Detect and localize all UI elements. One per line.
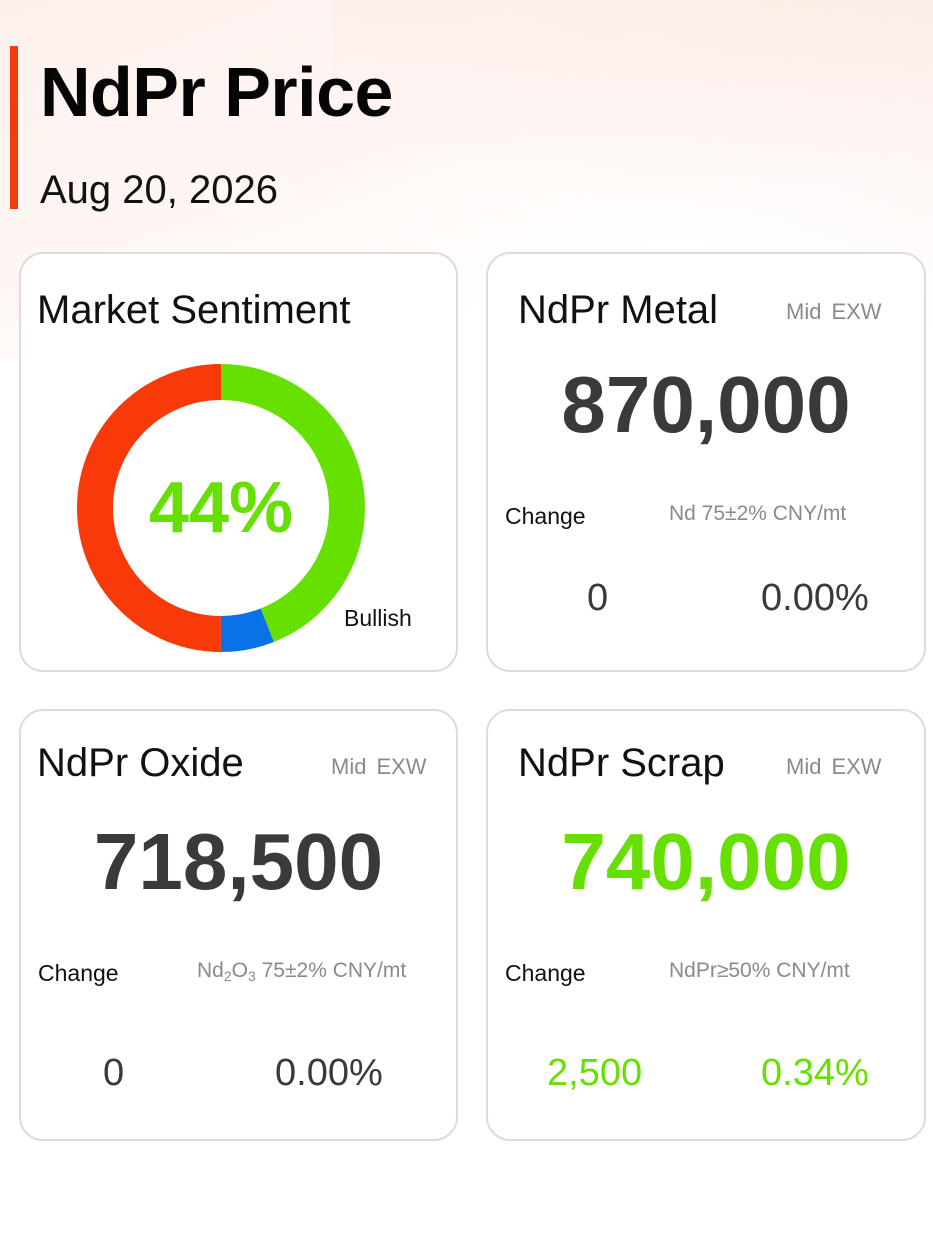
ndpr-scrap-spec: NdPr≥50% CNY/mt [669,959,850,982]
ndpr-oxide-spec: Nd2O3 75±2% CNY/mt [197,957,406,990]
ndpr-oxide-change-label: Change [38,960,119,986]
ndpr-metal-price: 870,000 [561,360,851,449]
spec-mid: O [231,959,248,982]
ndpr-scrap-change-label: Change [505,960,586,986]
page-date: Aug 20, 2026 [40,168,278,212]
ndpr-scrap-title: NdPr Scrap [518,741,725,785]
market-sentiment-title: Market Sentiment [37,288,351,332]
ndpr-scrap-change-abs: 2,500 [547,1052,643,1094]
ndpr-metal-tags: Mid EXW [786,299,882,325]
spec-sub-1: 2 [223,968,232,984]
ndpr-metal-spec: Nd 75±2% CNY/mt [669,502,847,525]
sentiment-gauge: 44% [77,364,365,652]
ndpr-oxide-change-abs: 0 [103,1052,125,1094]
ndpr-oxide-tags: Mid EXW [331,754,427,780]
donut-segment-bearish [77,364,365,652]
ndpr-metal-change-label: Change [505,503,586,529]
ndpr-metal-title: NdPr Metal [518,288,719,332]
ndpr-scrap-tags: Mid EXW [786,754,882,780]
mid-tag: Mid [331,754,367,779]
bullish-label: Bullish [344,605,412,631]
ndpr-metal-change-abs: 0 [587,577,609,619]
spec-suffix: 75±2% CNY/mt [255,959,407,982]
ndpr-metal-change-pct: 0.00% [761,577,869,619]
title-accent-bar [10,46,18,209]
market-sentiment-card: Market Sentiment 44% Bullish [19,252,458,672]
spec-prefix: Nd [197,959,224,982]
sentiment-percent: 44% [148,468,294,548]
mid-tag: Mid [786,754,822,779]
ndpr-oxide-card: NdPr Oxide Mid EXW 718,500 Change Nd2O3 7… [19,709,458,1141]
exw-tag: EXW [376,754,427,779]
ndpr-oxide-title: NdPr Oxide [37,741,244,785]
exw-tag: EXW [831,754,882,779]
sentiment-donut [77,364,365,652]
ndpr-scrap-card: NdPr Scrap Mid EXW 740,000 Change NdPr≥50… [486,709,926,1141]
ndpr-scrap-change-pct: 0.34% [761,1052,869,1094]
ndpr-scrap-price: 740,000 [561,817,851,906]
mid-tag: Mid [786,299,822,324]
donut-segment-neutral [77,364,365,652]
ndpr-oxide-price: 718,500 [93,817,384,906]
exw-tag: EXW [831,299,882,324]
ndpr-metal-card: NdPr Metal Mid EXW 870,000 Change Nd 75±2… [486,252,926,672]
page-title: NdPr Price [40,53,393,131]
spec-sub-2: 3 [248,968,256,984]
ndpr-oxide-change-pct: 0.00% [275,1052,383,1094]
